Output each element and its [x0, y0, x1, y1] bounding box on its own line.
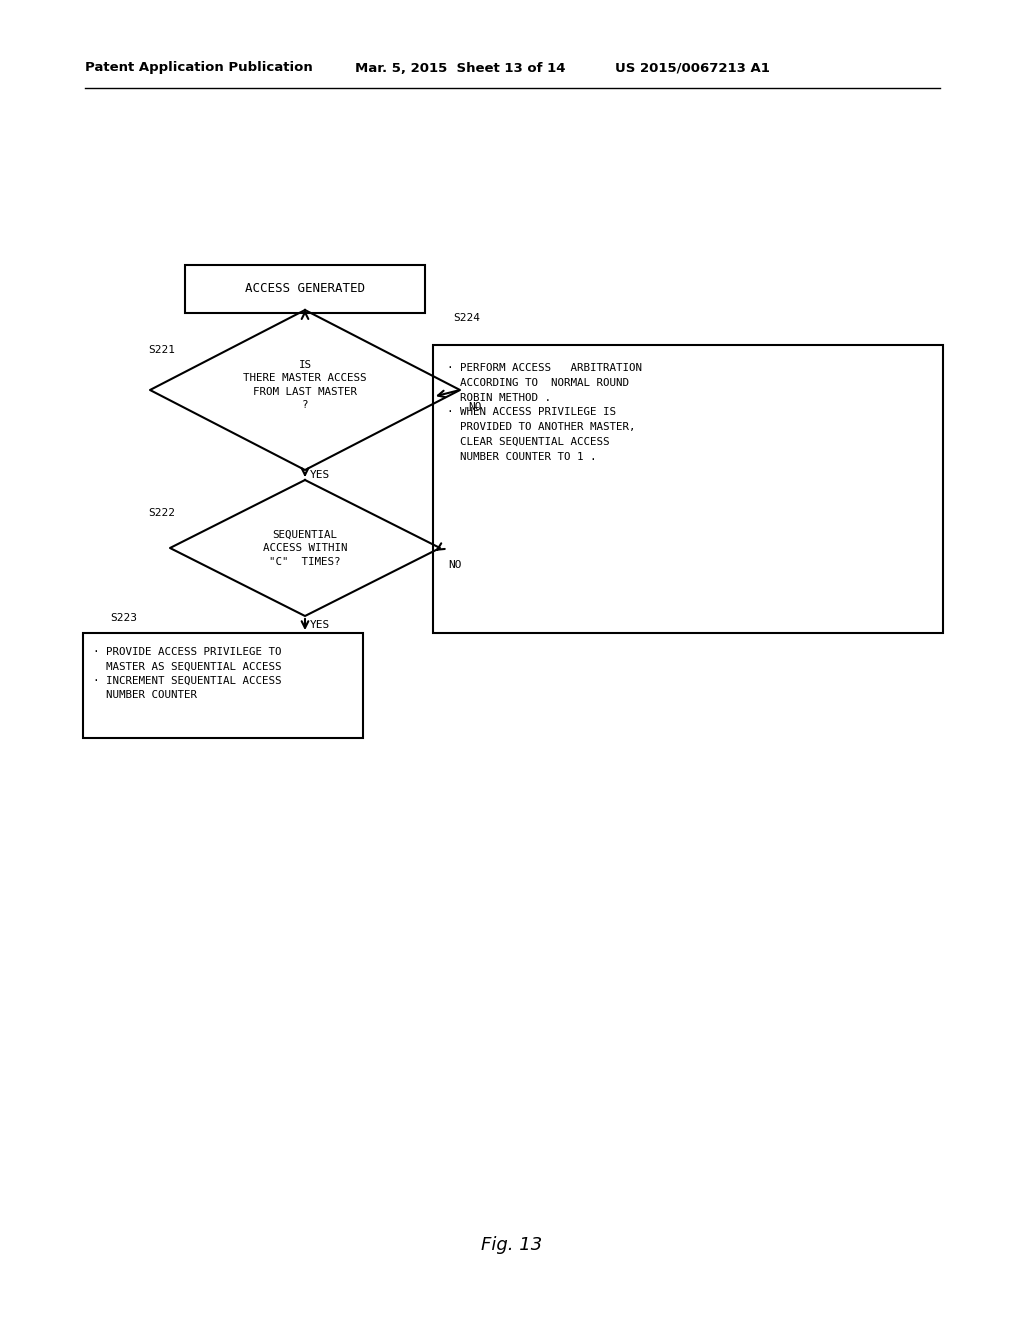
Text: · PERFORM ACCESS   ARBITRATION
  ACCORDING TO  NORMAL ROUND
  ROBIN METHOD .
· W: · PERFORM ACCESS ARBITRATION ACCORDING T… — [447, 363, 642, 462]
Text: · PROVIDE ACCESS PRIVILEGE TO
  MASTER AS SEQUENTIAL ACCESS
· INCREMENT SEQUENTI: · PROVIDE ACCESS PRIVILEGE TO MASTER AS … — [93, 647, 282, 700]
Bar — [433, 345, 943, 634]
Text: S221: S221 — [148, 345, 175, 355]
Text: Fig. 13: Fig. 13 — [481, 1236, 543, 1254]
Text: IS
THERE MASTER ACCESS
FROM LAST MASTER
?: IS THERE MASTER ACCESS FROM LAST MASTER … — [244, 359, 367, 411]
Text: NO: NO — [449, 560, 462, 570]
Text: NO: NO — [468, 403, 481, 412]
Text: YES: YES — [310, 619, 331, 630]
Text: S223: S223 — [110, 612, 137, 623]
Text: S224: S224 — [453, 313, 480, 323]
Text: ACCESS GENERATED: ACCESS GENERATED — [245, 282, 365, 296]
Text: S222: S222 — [148, 508, 175, 517]
Text: Mar. 5, 2015  Sheet 13 of 14: Mar. 5, 2015 Sheet 13 of 14 — [355, 62, 565, 74]
Bar — [83, 634, 362, 738]
Text: YES: YES — [310, 470, 331, 480]
Text: SEQUENTIAL
ACCESS WITHIN
"C"  TIMES?: SEQUENTIAL ACCESS WITHIN "C" TIMES? — [263, 529, 347, 566]
Text: US 2015/0067213 A1: US 2015/0067213 A1 — [615, 62, 770, 74]
Bar — [185, 265, 425, 313]
Text: Patent Application Publication: Patent Application Publication — [85, 62, 312, 74]
